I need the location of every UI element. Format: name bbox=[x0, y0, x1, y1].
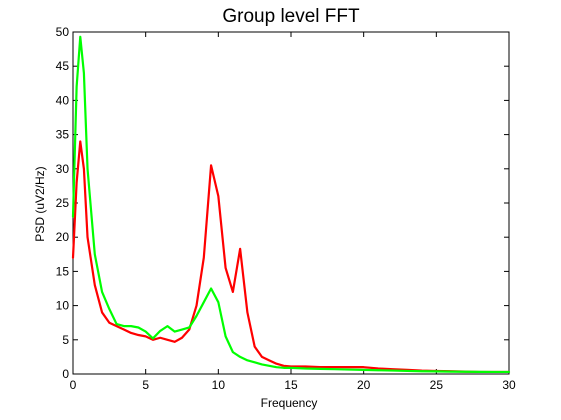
x-tick-label: 0 bbox=[70, 378, 77, 392]
x-tick-label: 10 bbox=[212, 378, 226, 392]
x-tick-label: 20 bbox=[357, 378, 371, 392]
series-group bbox=[71, 35, 511, 374]
y-tick-label: 25 bbox=[56, 196, 70, 210]
x-tick-label: 5 bbox=[142, 378, 149, 392]
series-line-2 bbox=[71, 35, 511, 374]
x-tick-label: 15 bbox=[284, 378, 298, 392]
y-axis-label: PSD (uV2/Hz) bbox=[33, 166, 47, 241]
y-tick-label: 15 bbox=[56, 264, 70, 278]
y-tick-label: 40 bbox=[56, 93, 70, 107]
y-tick-label: 0 bbox=[62, 367, 69, 381]
y-tick-label: 35 bbox=[56, 128, 70, 142]
y-tick-label: 10 bbox=[56, 299, 70, 313]
y-tick-label: 50 bbox=[56, 25, 70, 39]
plot-area bbox=[72, 31, 510, 375]
y-tick-label: 20 bbox=[56, 230, 70, 244]
chart-title: Group level FFT bbox=[222, 6, 360, 27]
series-line-1 bbox=[71, 140, 511, 374]
y-tick-label: 30 bbox=[56, 162, 70, 176]
x-tick-label: 30 bbox=[502, 378, 516, 392]
y-tick-label: 45 bbox=[56, 59, 70, 73]
y-axis: 0 5 10 15 20 25 30 35 40 45 50 bbox=[56, 25, 509, 381]
x-tick-label: 25 bbox=[430, 378, 444, 392]
x-axis-label: Frequency bbox=[261, 396, 318, 410]
y-tick-label: 5 bbox=[62, 333, 69, 347]
